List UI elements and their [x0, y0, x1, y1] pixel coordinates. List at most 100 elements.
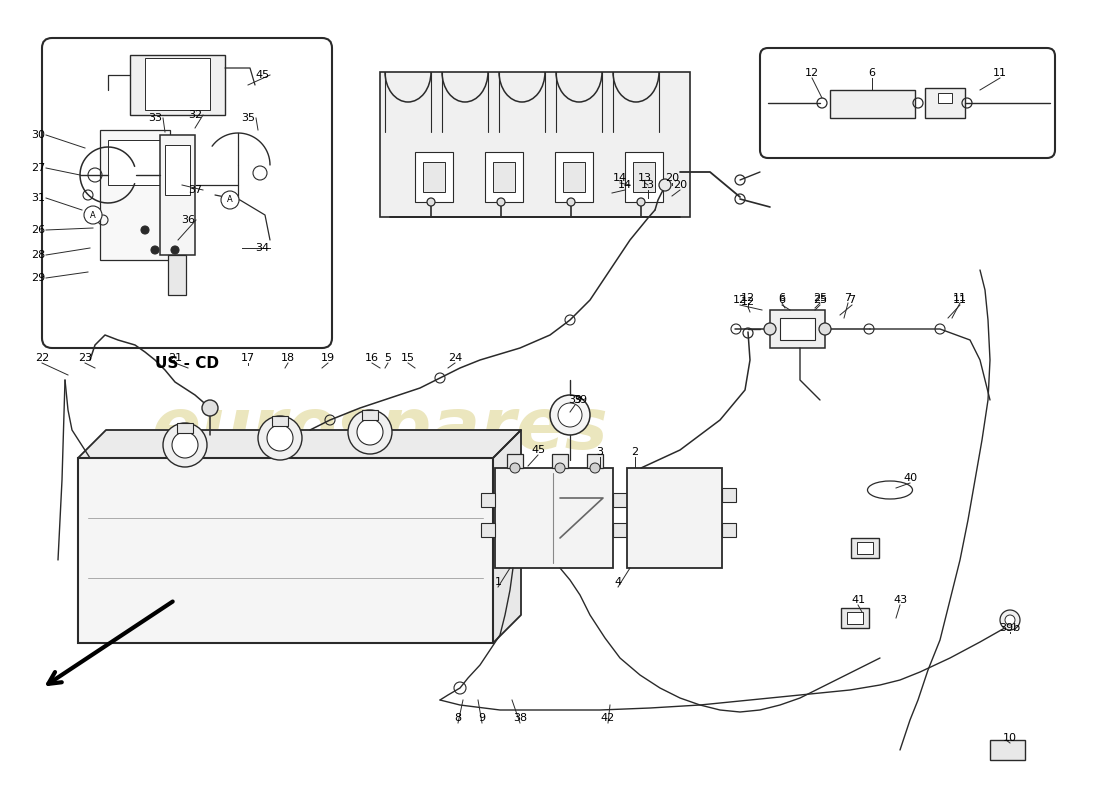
Circle shape	[258, 416, 303, 460]
Bar	[362, 410, 378, 420]
Text: 15: 15	[402, 353, 415, 363]
Circle shape	[141, 226, 149, 234]
Bar	[379, 72, 690, 217]
Polygon shape	[78, 430, 521, 458]
Circle shape	[764, 323, 776, 335]
Bar	[165, 145, 190, 195]
Bar	[272, 416, 288, 426]
Text: 14: 14	[618, 180, 632, 190]
Text: 1: 1	[495, 577, 502, 587]
Text: 28: 28	[31, 250, 45, 260]
Bar	[830, 90, 915, 118]
Text: 37: 37	[188, 185, 202, 195]
Bar	[145, 58, 210, 110]
Bar	[481, 493, 495, 507]
Text: 24: 24	[448, 353, 462, 363]
Circle shape	[84, 206, 102, 224]
Text: 31: 31	[31, 193, 45, 203]
Circle shape	[1000, 610, 1020, 630]
Bar	[108, 140, 159, 185]
Bar	[722, 523, 736, 537]
Text: 2: 2	[631, 447, 639, 457]
Bar	[587, 454, 603, 468]
Bar	[177, 423, 192, 433]
Bar	[552, 454, 568, 468]
Bar	[842, 608, 869, 628]
Bar	[100, 130, 170, 260]
Text: 9: 9	[478, 713, 485, 723]
Text: 19: 19	[321, 353, 336, 363]
Text: 12: 12	[741, 293, 755, 303]
Bar	[424, 162, 446, 192]
Text: 20: 20	[664, 173, 679, 183]
Bar	[847, 612, 864, 624]
Bar	[415, 152, 453, 202]
Text: 11: 11	[953, 293, 967, 303]
Text: 12: 12	[805, 68, 820, 78]
Text: A: A	[227, 195, 233, 205]
Circle shape	[163, 423, 207, 467]
Text: 20: 20	[673, 180, 688, 190]
Circle shape	[267, 425, 293, 451]
Circle shape	[659, 179, 671, 191]
Bar	[168, 255, 186, 295]
Text: 29: 29	[31, 273, 45, 283]
Text: 14: 14	[613, 173, 627, 183]
Bar	[481, 523, 495, 537]
Text: 23: 23	[78, 353, 92, 363]
Text: 41: 41	[851, 595, 865, 605]
Text: 39: 39	[573, 395, 587, 405]
Text: 45: 45	[531, 445, 546, 455]
Text: 3: 3	[596, 447, 604, 457]
Bar	[485, 152, 522, 202]
Circle shape	[820, 323, 830, 335]
Text: 10: 10	[1003, 733, 1018, 743]
Bar	[925, 88, 965, 118]
Bar	[78, 458, 493, 643]
Circle shape	[358, 419, 383, 445]
Bar	[160, 135, 195, 255]
Text: 27: 27	[31, 163, 45, 173]
Text: 16: 16	[365, 353, 380, 363]
Bar	[770, 310, 825, 348]
Text: 11: 11	[993, 68, 1007, 78]
Text: 7: 7	[848, 295, 856, 305]
Text: 4: 4	[615, 577, 622, 587]
Text: 32: 32	[188, 110, 202, 120]
Text: 6: 6	[869, 68, 876, 78]
Circle shape	[590, 463, 600, 473]
Text: 45: 45	[255, 70, 270, 80]
Text: 33: 33	[148, 113, 162, 123]
Text: 30: 30	[31, 130, 45, 140]
Text: 22: 22	[35, 353, 50, 363]
Circle shape	[221, 191, 239, 209]
Bar	[613, 523, 627, 537]
Bar	[627, 468, 722, 568]
Text: 39: 39	[568, 395, 582, 405]
Text: a passion since 1985: a passion since 1985	[254, 476, 547, 504]
Circle shape	[202, 400, 218, 416]
Bar	[130, 55, 225, 115]
Text: 6: 6	[779, 293, 785, 303]
Text: 13: 13	[641, 180, 654, 190]
Text: 25: 25	[813, 295, 827, 305]
Bar	[507, 454, 522, 468]
Text: 7: 7	[845, 293, 851, 303]
Bar	[938, 93, 952, 103]
Text: A: A	[90, 210, 96, 219]
Text: 38: 38	[513, 713, 527, 723]
Bar	[722, 488, 736, 502]
Text: 8: 8	[454, 713, 462, 723]
Text: 17: 17	[241, 353, 255, 363]
Text: 18: 18	[280, 353, 295, 363]
Circle shape	[1005, 615, 1015, 625]
Text: 40: 40	[903, 473, 917, 483]
Text: 42: 42	[601, 713, 615, 723]
Text: 39b: 39b	[1000, 623, 1021, 633]
Circle shape	[558, 403, 582, 427]
Text: 34: 34	[255, 243, 270, 253]
Text: eurospares: eurospares	[152, 395, 608, 465]
Text: 43: 43	[893, 595, 907, 605]
Text: 36: 36	[182, 215, 195, 225]
Circle shape	[556, 463, 565, 473]
